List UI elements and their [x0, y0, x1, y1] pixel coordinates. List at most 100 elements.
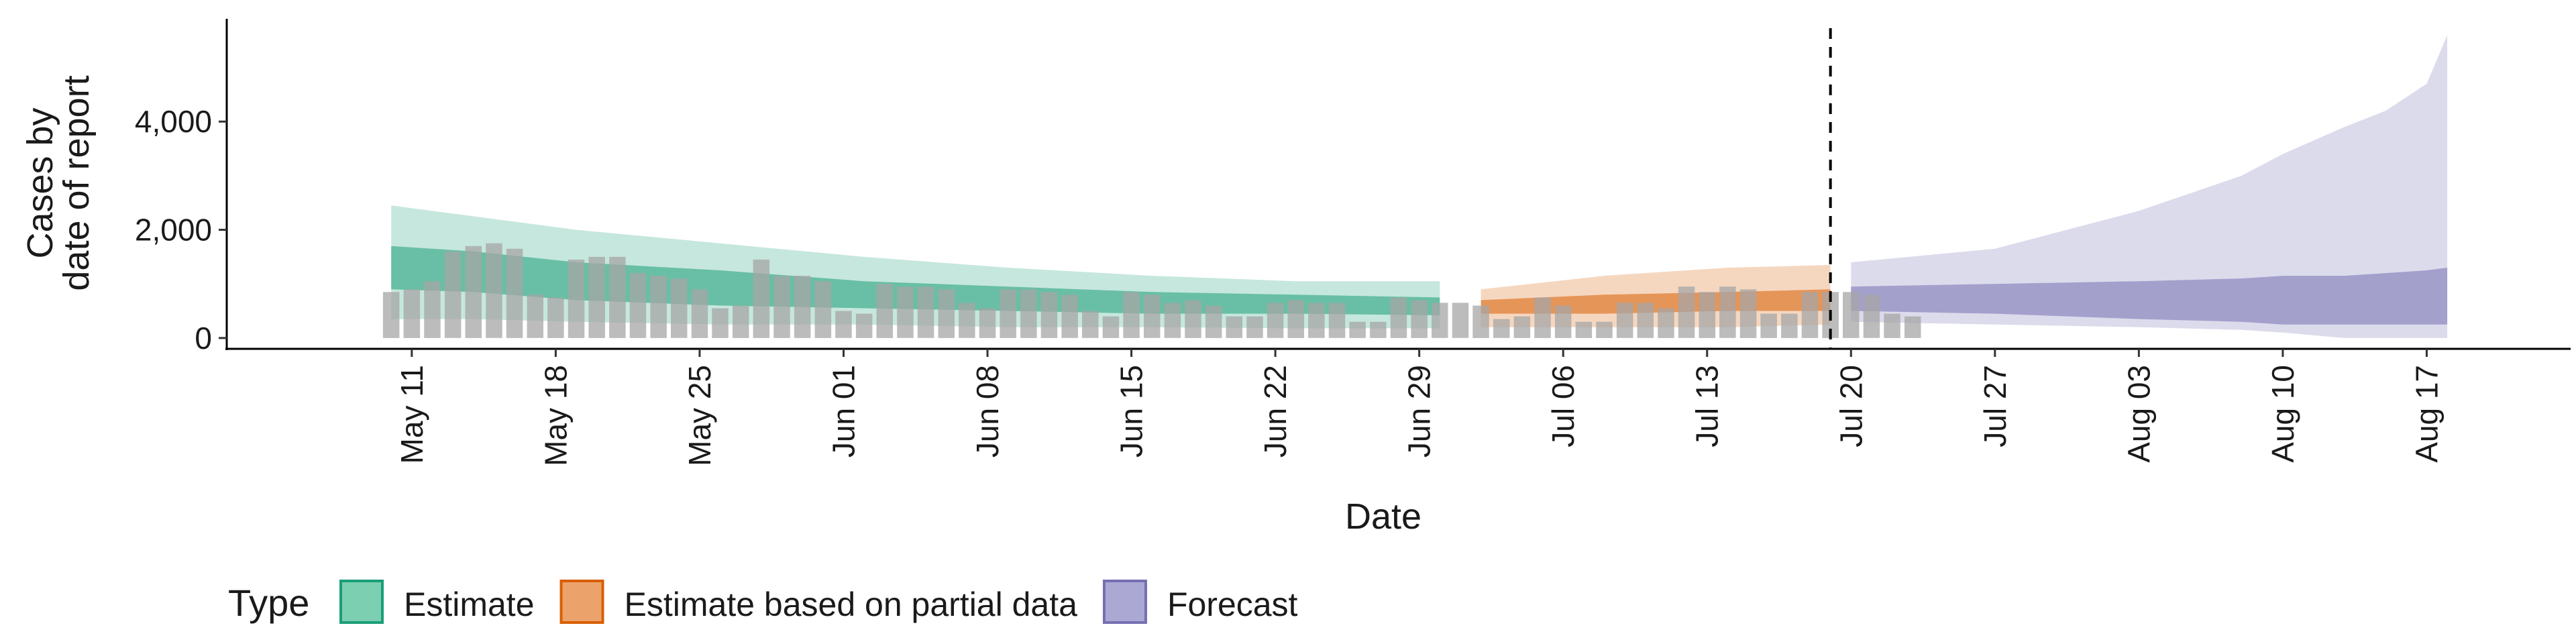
reported-cases-bar — [1267, 303, 1284, 338]
y-tick-label: 0 — [195, 321, 212, 356]
x-tick-label: Aug 10 — [2265, 365, 2300, 463]
legend-swatch — [339, 580, 384, 624]
reported-cases-bar — [917, 286, 934, 338]
reported-cases-bar — [1164, 303, 1181, 338]
reported-cases-bar — [1554, 305, 1572, 338]
reported-cases-bar — [1123, 292, 1140, 338]
y-tick-label: 2,000 — [135, 213, 212, 248]
reported-cases-bar — [897, 286, 914, 338]
reported-cases-bar — [1185, 300, 1201, 338]
reported-cases-bar — [959, 303, 975, 338]
reported-cases-bar — [1040, 292, 1058, 338]
reported-cases-bar — [1616, 303, 1633, 338]
reported-cases-bar — [444, 251, 462, 338]
x-tick-label: Jul 13 — [1690, 365, 1725, 447]
reported-cases-bar — [733, 305, 749, 338]
reported-cases-bar — [1904, 316, 1921, 338]
reported-cases-bar — [588, 256, 605, 338]
reported-cases-bar — [773, 276, 790, 338]
reported-cases-bar — [1287, 300, 1304, 338]
reported-cases-bar — [506, 248, 523, 338]
reported-cases-bar — [568, 259, 585, 338]
plot-area — [382, 28, 2448, 349]
reported-cases-bar — [382, 292, 400, 338]
reported-cases-bar — [1308, 303, 1325, 338]
reported-cases-bar — [1370, 321, 1387, 338]
reported-cases-bar — [1843, 292, 1860, 338]
legend-label: Estimate based on partial data — [625, 586, 1078, 623]
reported-cases-bar — [1472, 305, 1489, 338]
reported-cases-bar — [1575, 321, 1593, 338]
reported-cases-bar — [1452, 303, 1469, 338]
reported-cases-bar — [1205, 305, 1222, 338]
reported-cases-bar — [876, 284, 893, 338]
reported-cases-bar — [650, 276, 667, 338]
forecast-inner-band — [1851, 268, 2448, 325]
legend-label: Estimate — [404, 586, 535, 623]
reported-cases-bar — [1781, 313, 1798, 338]
reported-cases-bar — [527, 294, 543, 338]
x-axis-title: Date — [1345, 496, 1421, 537]
reported-cases-bar — [1061, 294, 1078, 338]
x-tick-label: May 25 — [682, 365, 717, 466]
reported-cases-bar — [1020, 289, 1037, 338]
axes: 0 2,000 4,000 May 11 May 18 May 25 Jun 01 Jun … — [135, 19, 2571, 466]
x-tick-label: Jul 06 — [1546, 365, 1580, 447]
x-tick-label: Jun 29 — [1402, 365, 1437, 458]
reported-cases-bar — [1884, 313, 1900, 338]
reported-cases-bar — [1699, 292, 1715, 338]
reported-cases-bar — [1411, 300, 1428, 338]
x-tick-label: Aug 03 — [2121, 365, 2156, 463]
reported-cases-bar — [1719, 286, 1736, 338]
x-tick-label: Aug 17 — [2410, 365, 2445, 463]
reported-cases-bars — [382, 243, 1921, 338]
reported-cases-bar — [979, 308, 996, 338]
reported-cases-bar — [855, 313, 873, 338]
reported-cases-bar — [1760, 313, 1777, 338]
y-axis-title-line-1: Cases by — [20, 107, 60, 258]
reported-cases-bar — [1637, 303, 1654, 338]
legend-item-estimate: Estimate — [339, 580, 535, 624]
reported-cases-bar — [403, 289, 421, 338]
reported-cases-bar — [814, 281, 832, 338]
reported-cases-bar — [1082, 311, 1099, 338]
x-tick-label: Jul 20 — [1833, 365, 1868, 447]
reported-cases-bar — [486, 243, 502, 338]
reported-cases-bar — [1678, 286, 1695, 338]
reported-cases-bar — [1246, 316, 1263, 338]
reported-cases-bar — [835, 311, 852, 338]
reported-cases-bar — [1739, 289, 1757, 338]
reported-cases-bar — [609, 256, 626, 338]
legend-label: Forecast — [1167, 586, 1298, 623]
reported-cases-bar — [712, 308, 729, 338]
reported-cases-bar — [1513, 316, 1531, 338]
reported-cases-bar — [753, 259, 770, 338]
x-tick-label: Jun 01 — [826, 365, 861, 458]
reported-cases-bar — [547, 297, 564, 338]
legend-swatch — [559, 580, 604, 624]
reported-cases-bar — [1863, 294, 1880, 338]
x-tick-label: Jun 08 — [970, 365, 1005, 458]
y-axis-title-line-2: date of report — [56, 75, 97, 290]
reported-cases-bar — [691, 289, 708, 338]
reported-cases-bar — [629, 273, 647, 338]
reported-cases-bar — [1493, 319, 1510, 338]
reported-cases-bar — [465, 246, 482, 338]
reported-cases-bar — [1432, 303, 1448, 338]
reported-cases-bar — [671, 278, 688, 338]
x-tick-label: Jun 22 — [1258, 365, 1293, 458]
x-tick-label: Jun 15 — [1114, 365, 1149, 458]
reported-cases-bar — [1390, 297, 1407, 338]
reported-cases-bar — [1349, 321, 1366, 338]
reported-cases-bar — [1226, 316, 1242, 338]
legend-title: Type — [228, 582, 309, 624]
x-tick-label: Jul 27 — [1978, 365, 2012, 447]
legend-item-estimate-based-on-partial-data: Estimate based on partial data — [559, 580, 1078, 624]
reported-cases-bar — [1000, 289, 1016, 338]
x-axis-ticks: May 11 May 18 May 25 Jun 01 Jun 08 Jun 15 Jun … — [394, 349, 2445, 466]
reported-cases-bar — [424, 281, 441, 338]
reported-cases-bar — [1534, 297, 1551, 338]
reported-cases-bar — [1328, 303, 1346, 338]
reported-cases-bar — [794, 276, 811, 338]
